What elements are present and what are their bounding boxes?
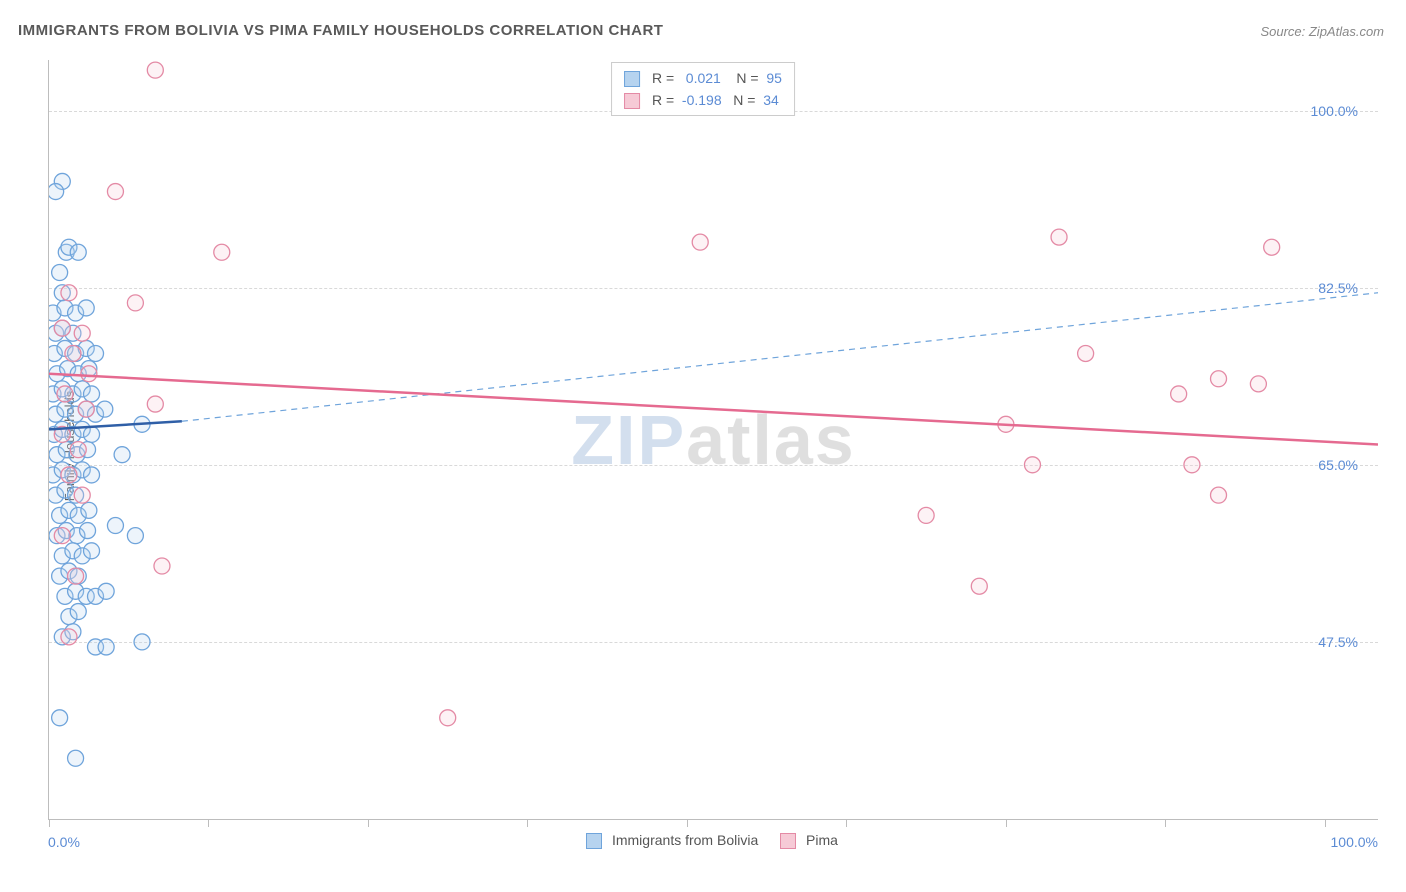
r-label: R = [652, 70, 674, 86]
r-label: R = [652, 92, 674, 108]
n-label: N = [733, 92, 755, 108]
r-value-2: -0.198 [682, 92, 722, 108]
stats-swatch-2 [624, 93, 640, 109]
plot-area: ZIPatlas 47.5%65.0%82.5%100.0% [48, 60, 1378, 820]
legend-label-2: Pima [806, 832, 838, 848]
stats-legend-box: R = 0.021 N = 95 R = -0.198 N = 34 [611, 62, 795, 116]
r-value-1: 0.021 [686, 70, 721, 86]
stats-swatch-1 [624, 71, 640, 87]
n-label: N = [736, 70, 758, 86]
chart-svg [49, 60, 1378, 819]
source-attribution: Source: ZipAtlas.com [1260, 24, 1384, 39]
legend-swatch-2 [780, 833, 796, 849]
chart-title: IMMIGRANTS FROM BOLIVIA VS PIMA FAMILY H… [18, 22, 663, 39]
n-value-2: 34 [763, 92, 779, 108]
stats-row-series1: R = 0.021 N = 95 [624, 67, 782, 89]
n-value-1: 95 [766, 70, 782, 86]
bottom-legend: Immigrants from Bolivia Pima [0, 832, 1406, 849]
legend-swatch-1 [586, 833, 602, 849]
legend-label-1: Immigrants from Bolivia [612, 832, 758, 848]
stats-row-series2: R = -0.198 N = 34 [624, 89, 782, 111]
